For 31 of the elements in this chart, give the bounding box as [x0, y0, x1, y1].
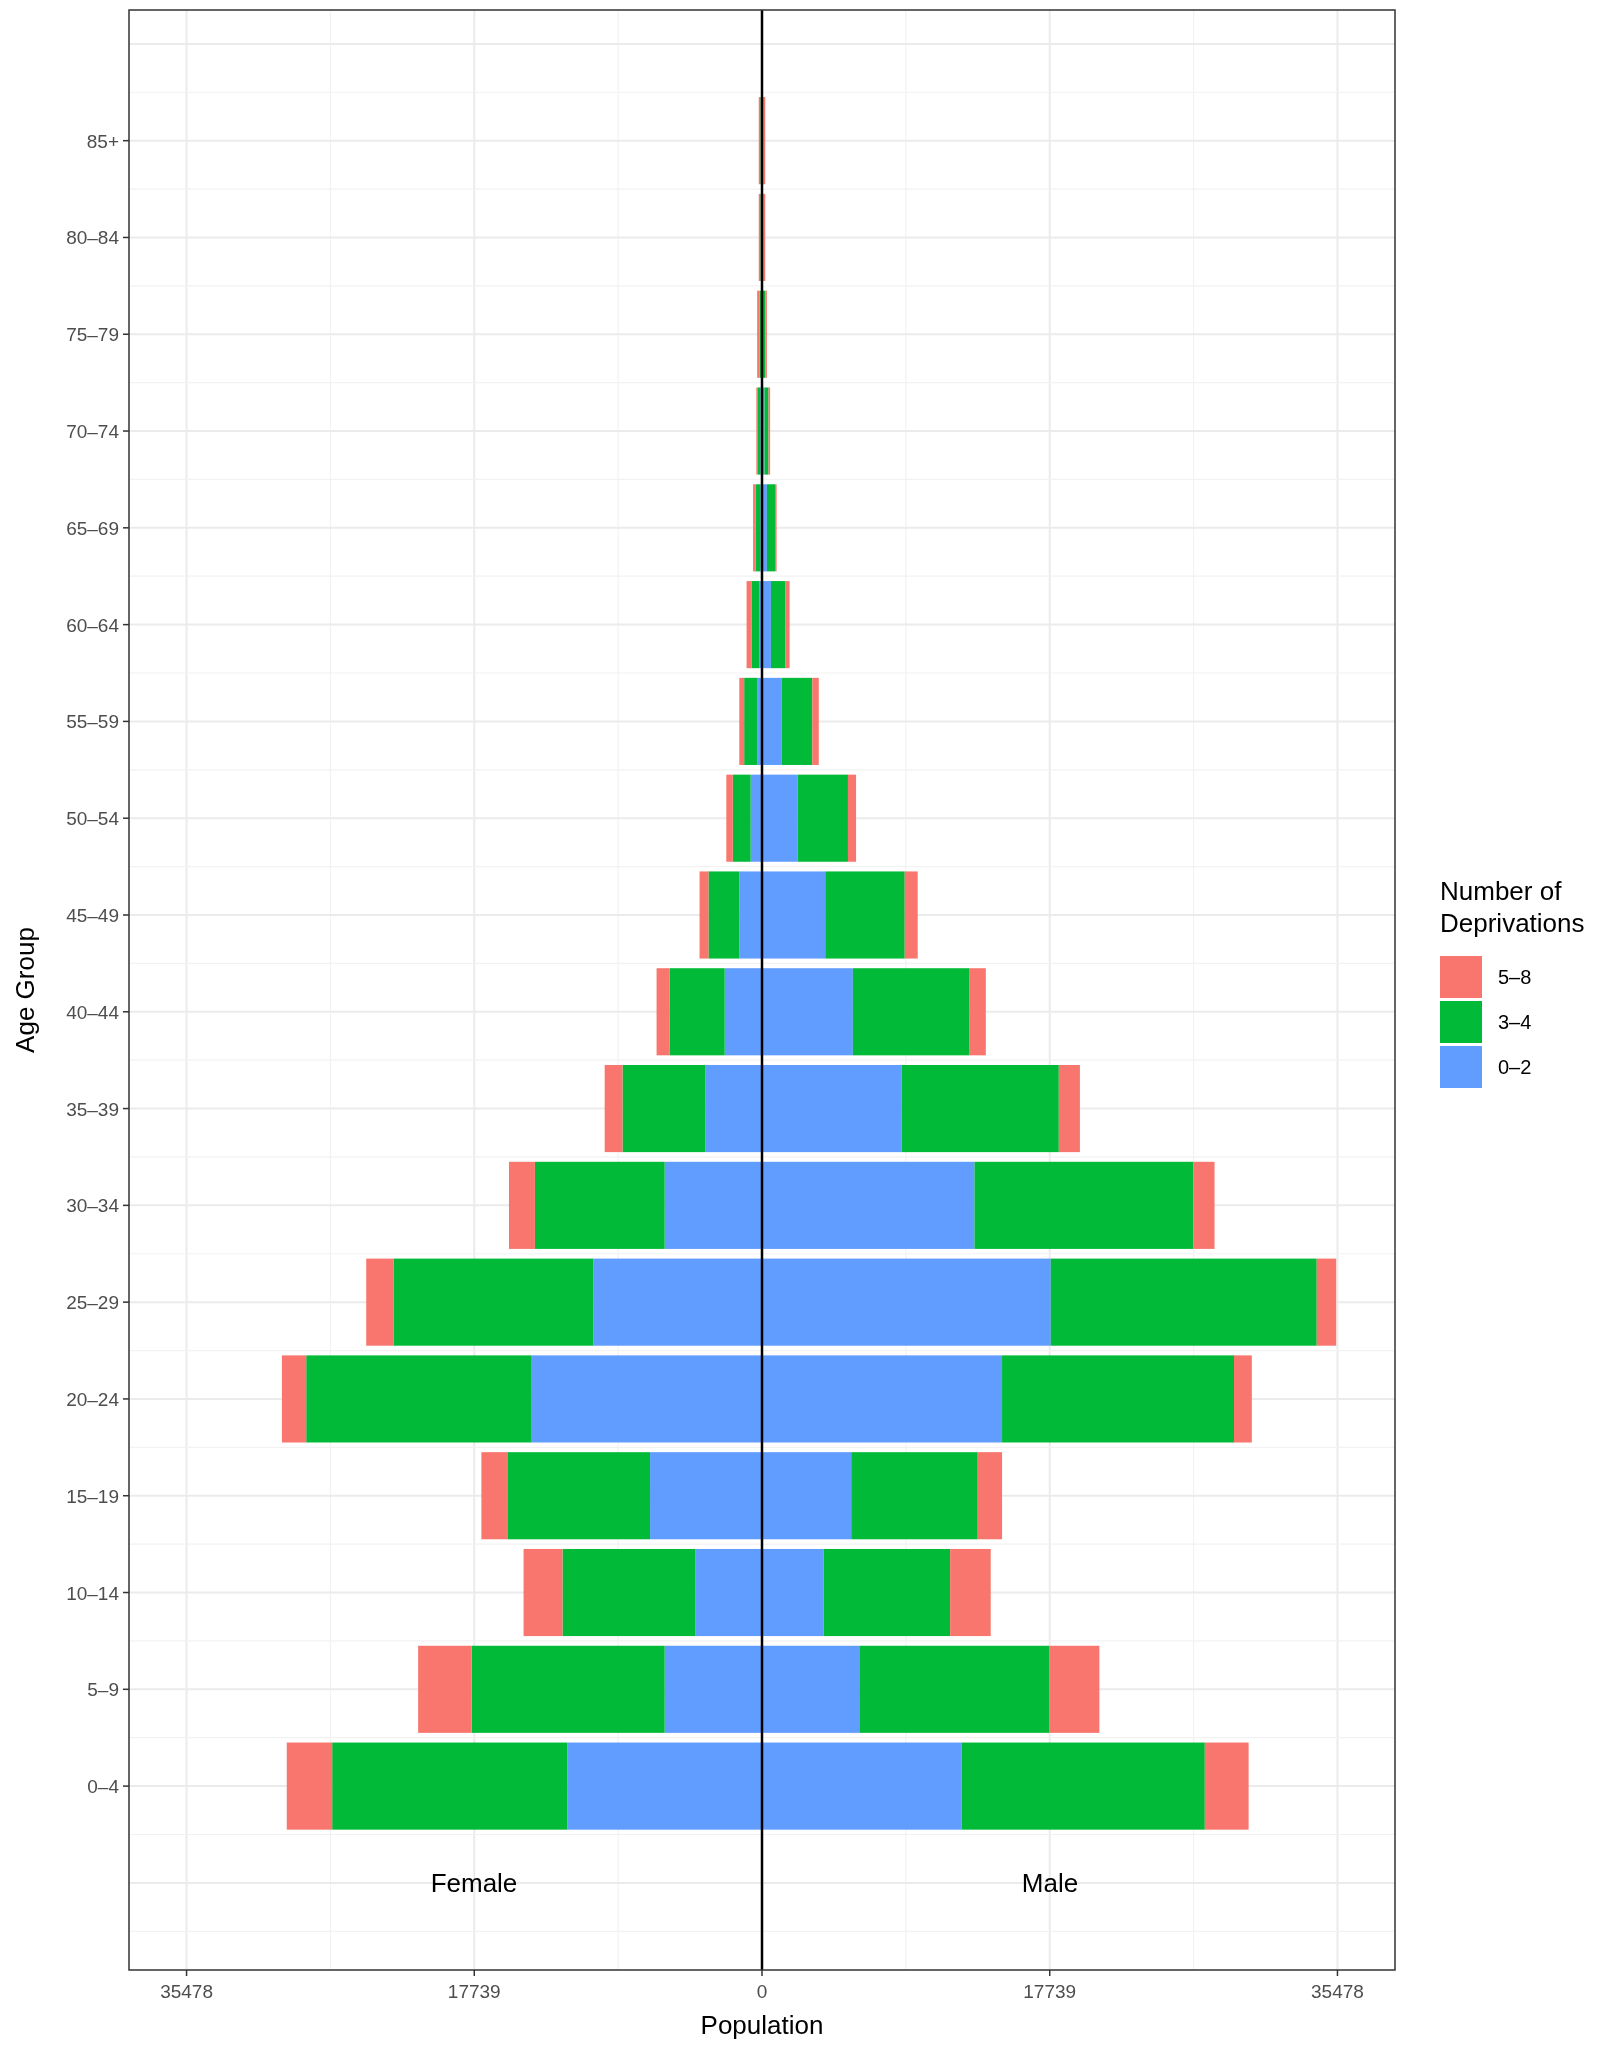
y-axis-title: Age Group	[10, 927, 40, 1053]
y-tick-label: 0–4	[87, 1776, 120, 1798]
y-tick-label: 50–54	[66, 808, 120, 830]
y-tick-label: 20–24	[66, 1388, 120, 1410]
x-tick-label: 17739	[1023, 1981, 1077, 2002]
y-tick-label: 55–59	[66, 711, 119, 733]
y-tick-label: 15–19	[66, 1485, 119, 1507]
y-tick-label: 25–29	[66, 1292, 119, 1314]
x-tick-label: 0	[756, 1981, 768, 2002]
y-tick-label: 30–34	[66, 1195, 120, 1217]
legend-label: 5–8	[1498, 966, 1532, 988]
y-tick-label: 5–9	[87, 1679, 119, 1701]
x-tick-label: 35478	[1311, 1981, 1364, 2002]
legend-label: 3–4	[1498, 1011, 1532, 1033]
x-axis-title: Population	[700, 2010, 824, 2040]
y-tick-label: 75–79	[66, 324, 119, 346]
annotation: Female	[430, 1867, 518, 1898]
x-tick-label: 35478	[160, 1981, 213, 2002]
y-tick-label: 65–69	[66, 517, 119, 539]
annotation: Male	[1021, 1867, 1079, 1898]
legend-title: Number of Deprivations	[1440, 876, 1585, 938]
y-tick-label: 80–84	[66, 227, 120, 249]
y-tick-label: 85+	[86, 130, 119, 152]
y-tick-label: 70–74	[66, 421, 120, 443]
legend-label: 0–2	[1498, 1056, 1532, 1078]
y-tick-label: 45–49	[66, 904, 119, 926]
x-tick-label: 17739	[447, 1981, 501, 2002]
y-tick-label: 40–44	[66, 1001, 120, 1023]
y-tick-label: 10–14	[66, 1582, 120, 1604]
y-tick-label: 60–64	[66, 614, 120, 636]
y-tick-label: 35–39	[66, 1098, 119, 1120]
